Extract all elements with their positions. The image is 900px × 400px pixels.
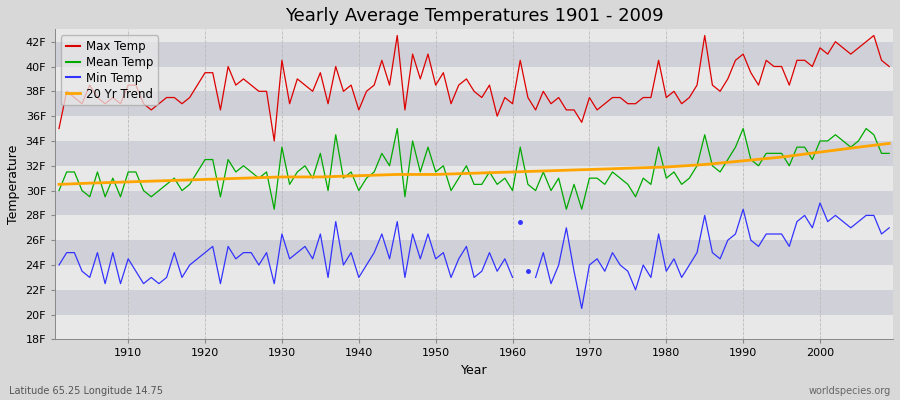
Bar	[55, 190, 893, 215]
Bar	[55, 166, 893, 190]
Bar	[55, 66, 893, 91]
Bar	[55, 91, 893, 116]
Bar	[55, 290, 893, 315]
Bar	[55, 29, 893, 42]
Y-axis label: Temperature: Temperature	[7, 145, 20, 224]
Bar	[55, 215, 893, 240]
Bar	[55, 315, 893, 340]
Legend: Max Temp, Mean Temp, Min Temp, 20 Yr Trend: Max Temp, Mean Temp, Min Temp, 20 Yr Tre…	[61, 35, 158, 106]
Text: worldspecies.org: worldspecies.org	[809, 386, 891, 396]
Title: Yearly Average Temperatures 1901 - 2009: Yearly Average Temperatures 1901 - 2009	[284, 7, 663, 25]
Bar	[55, 116, 893, 141]
X-axis label: Year: Year	[461, 364, 488, 377]
Bar	[55, 42, 893, 66]
Bar	[55, 240, 893, 265]
Text: Latitude 65.25 Longitude 14.75: Latitude 65.25 Longitude 14.75	[9, 386, 163, 396]
Bar	[55, 141, 893, 166]
Bar	[55, 265, 893, 290]
